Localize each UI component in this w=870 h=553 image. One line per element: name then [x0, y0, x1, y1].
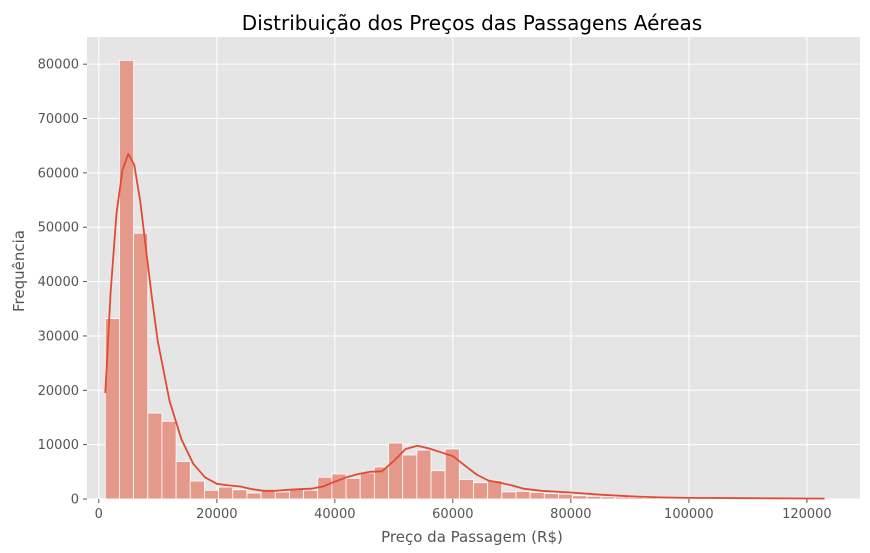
y-tick-label: 0 — [71, 493, 79, 508]
histogram-bar — [458, 479, 474, 500]
histogram-bar — [246, 492, 262, 500]
histogram-bar — [529, 492, 545, 500]
histogram-bar — [515, 490, 531, 500]
x-tick-label: 0 — [95, 507, 103, 522]
histogram-bar — [317, 476, 333, 500]
histogram-bar — [147, 412, 163, 500]
y-tick-label: 10000 — [38, 438, 79, 453]
histogram-bar — [586, 495, 602, 500]
histogram-bar — [600, 496, 616, 500]
x-tick-label: 100000 — [664, 507, 714, 522]
histogram-bar — [288, 488, 304, 500]
y-tick-label: 50000 — [38, 221, 79, 236]
grid-lines — [87, 37, 860, 500]
x-tick-label: 40000 — [314, 507, 355, 522]
histogram-bar — [501, 491, 517, 500]
y-axis-label: Frequência — [10, 230, 28, 312]
histogram-bar — [558, 493, 574, 500]
histogram-bar — [359, 472, 375, 500]
x-axis-label: Preço da Passagem (R$) — [381, 528, 563, 546]
histogram-bar — [416, 449, 432, 500]
histogram-bar — [161, 420, 177, 500]
histogram-bar — [218, 486, 234, 500]
y-axis-ticks: 0 10000 20000 30000 40000 50000 60000 70000 8000… — [38, 58, 87, 508]
y-tick-label: 20000 — [38, 384, 79, 399]
histogram-bar — [614, 496, 630, 500]
y-tick-label: 40000 — [38, 275, 79, 290]
x-tick-label: 60000 — [432, 507, 473, 522]
histogram-bar — [388, 442, 404, 500]
chart-title: Distribuição dos Preços das Passagens Aé… — [242, 11, 702, 35]
y-tick-label: 70000 — [38, 112, 79, 127]
histogram-bar — [119, 59, 135, 500]
kde-curve — [104, 153, 825, 500]
histogram-bar — [189, 480, 205, 500]
histogram-bar — [430, 470, 446, 500]
y-tick-label: 60000 — [38, 166, 79, 181]
y-tick-label: 80000 — [38, 58, 79, 73]
plot-area — [87, 37, 860, 499]
histogram-bar — [345, 477, 361, 500]
x-axis-ticks: 0 20000 40000 60000 80000 100000 120000 — [95, 499, 832, 522]
x-tick-label: 80000 — [550, 507, 591, 522]
histogram-bar — [444, 448, 460, 500]
histogram-bar — [572, 495, 588, 500]
x-tick-label: 120000 — [782, 507, 832, 522]
histogram-bar — [175, 461, 191, 500]
histogram-bar — [543, 493, 559, 500]
histogram-bar — [232, 489, 248, 500]
histogram-bar — [402, 454, 418, 500]
histogram-bar — [133, 232, 149, 500]
histogram-bar — [473, 482, 489, 500]
histogram-bar — [487, 480, 503, 500]
histogram-bar — [204, 489, 219, 500]
x-tick-label: 20000 — [196, 507, 237, 522]
histogram-bars — [104, 59, 814, 500]
y-tick-label: 30000 — [38, 329, 79, 344]
histogram-bar — [303, 489, 319, 500]
histogram-bar — [274, 491, 290, 500]
